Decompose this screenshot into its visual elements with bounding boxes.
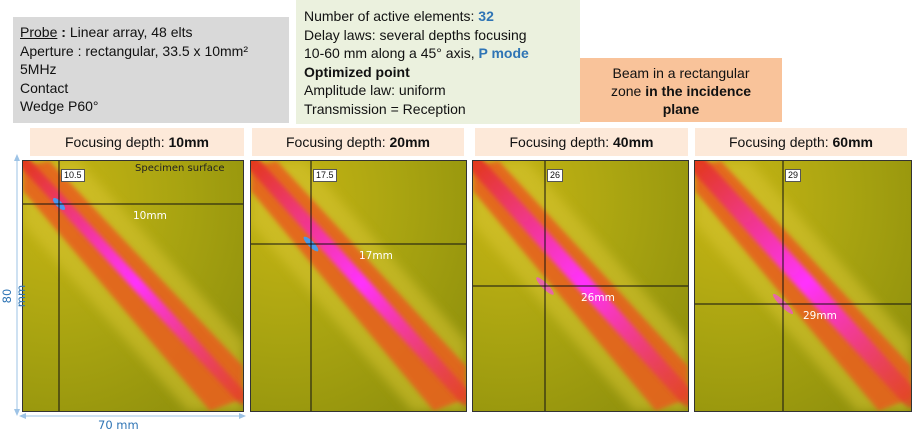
height-label: 80 mm	[0, 284, 28, 308]
beam-field-image	[251, 161, 466, 411]
width-arrow-right	[239, 413, 246, 419]
beam-line2-bold: in the incidence	[645, 83, 752, 99]
measured-depth-label: 17mm	[359, 250, 393, 262]
measured-depth-label: 26mm	[581, 292, 615, 304]
probe-info-box: Probe : Linear array, 48 elts Aperture :…	[13, 17, 289, 123]
transmission-reception: Transmission = Reception	[304, 100, 466, 117]
focusing-prefix: Focusing depth:	[286, 134, 390, 150]
measured-depth-label: 10mm	[133, 210, 167, 222]
probe-contact: Contact	[20, 79, 69, 96]
delay-law-box: Number of active elements: 32 Delay laws…	[296, 0, 580, 124]
specimen-surface-label: Specimen surface	[135, 163, 225, 174]
beam-line2-pre: zone	[610, 83, 646, 99]
delay-law-line2: 10-60 mm along a 45° axis,	[304, 45, 479, 61]
probe-label: Probe	[20, 24, 58, 40]
beam-field-panel-3: 26 26mm	[472, 160, 689, 412]
depth-readout-tag: 26	[547, 169, 564, 182]
width-label: 70 mm	[98, 418, 139, 432]
beam-field-panel-4: 29 29mm	[694, 160, 912, 412]
height-arrow-bottom	[14, 409, 20, 416]
probe-wedge: Wedge P60°	[20, 98, 99, 114]
focusing-depth-value: 40mm	[613, 134, 654, 150]
focusing-depth-value: 60mm	[832, 134, 873, 150]
beam-field-panel-1: 10.5 10mm Specimen surface	[22, 160, 244, 412]
focusing-prefix: Focusing depth:	[729, 134, 833, 150]
active-elements-label: Number of active elements:	[304, 8, 479, 24]
measured-depth-label: 29mm	[803, 310, 837, 322]
probe-frequency: 5MHz	[20, 61, 57, 77]
focusing-header-4: Focusing depth: 60mm	[695, 128, 907, 156]
beam-line3: plane	[662, 101, 700, 117]
dimension-lines	[14, 154, 246, 419]
height-arrow-top	[14, 154, 20, 161]
depth-readout-tag: 17.5	[313, 169, 337, 182]
focusing-depth-value: 20mm	[389, 134, 430, 150]
mode-label: P mode	[478, 45, 529, 61]
probe-desc: Linear array, 48 elts	[69, 24, 193, 40]
beam-zone-box: Beam in a rectangular zone in the incide…	[580, 58, 782, 122]
probe-aperture: Aperture : rectangular, 33.5 x 10mm²	[20, 42, 248, 59]
focusing-depth-value: 10mm	[168, 134, 209, 150]
amplitude-law: Amplitude law: uniform	[304, 82, 446, 98]
depth-readout-tag: 10.5	[61, 169, 85, 182]
beam-line1: Beam in a rectangular	[612, 65, 750, 81]
beam-core	[695, 161, 911, 408]
beam-core	[251, 161, 466, 406]
focusing-prefix: Focusing depth:	[509, 134, 614, 150]
beam-core	[473, 161, 688, 407]
focusing-header-2: Focusing depth: 20mm	[252, 128, 464, 156]
beam-field-panel-2: 17.5 17mm	[250, 160, 467, 412]
probe-colon: :	[57, 24, 70, 40]
optimized-point: Optimized point	[304, 63, 410, 80]
beam-field-image	[23, 161, 243, 411]
focusing-header-3: Focusing depth: 40mm	[475, 128, 688, 156]
width-arrow-left	[19, 413, 26, 419]
beam-field-image	[473, 161, 688, 411]
beam-field-image	[695, 161, 911, 411]
active-elements-value: 32	[478, 8, 494, 24]
depth-readout-tag: 29	[785, 169, 802, 182]
delay-law-line1: Delay laws: several depths focusing	[304, 26, 527, 43]
focusing-header-1: Focusing depth: 10mm	[30, 128, 244, 156]
focusing-prefix: Focusing depth:	[65, 134, 169, 150]
